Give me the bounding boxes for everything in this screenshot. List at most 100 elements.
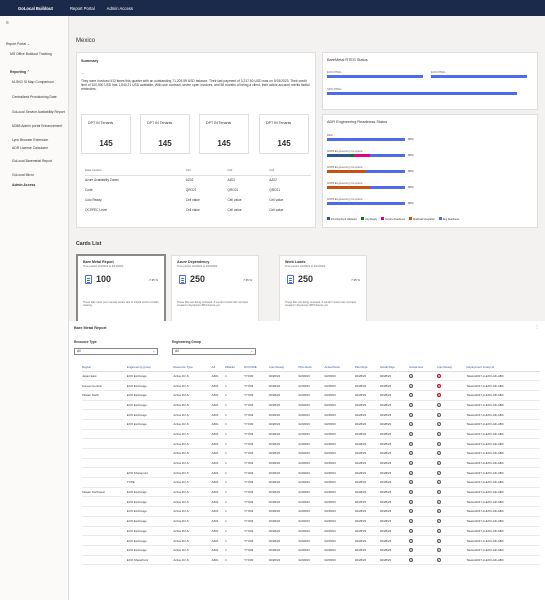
resource-type-select[interactable]: All ⌄ [74, 348, 158, 355]
column-header[interactable]: Engineering group [126, 363, 174, 372]
work-loads-card[interactable]: Work Loads Time period: 2/1/2022 to 3/31… [279, 255, 367, 323]
table-cell: TYO03 [244, 535, 269, 546]
table-cell: 02/28/23 [379, 438, 410, 449]
table-row[interactable]: EXO Exchange Active Dir-S AZ01 1 TYO03 02/28/… [82, 400, 540, 411]
document-icon [179, 275, 186, 284]
table-cell: AZ01 [211, 526, 226, 537]
sidebar-item-buildout-tracking[interactable]: MS Office Buildout Tracking [10, 52, 52, 56]
tenant-card[interactable]: DPT IN Tenants 145 [81, 114, 131, 154]
column-header[interactable]: #Racks [225, 363, 245, 372]
sidebar-item-si-map[interactable]: M-SKD Si Map Comparison [12, 80, 54, 84]
hamburger-icon[interactable]: ≡ [6, 20, 9, 26]
table-cell: Cell value [185, 198, 200, 202]
more-dots-icon[interactable]: ⋮ [535, 324, 539, 329]
sidebar-item-lync[interactable]: Lync Browser Extension [12, 138, 49, 142]
table-cell: 1 [225, 448, 245, 459]
table-cell: 02/28/23 [268, 555, 299, 566]
tenant-card[interactable]: DPT IN Tenants 145 [259, 114, 309, 154]
table-cell: 02/28/23 [379, 448, 410, 459]
table-row[interactable]: Taiwan Northwest EXO Exchange Active Dir-S… [82, 487, 540, 498]
column-header[interactable]: Colo Ready [268, 363, 299, 372]
sidebar-item-reporting[interactable]: Reporting ⌃ [10, 70, 30, 74]
table-row[interactable]: EXO Exchange Active Dir-S AZ01 1 TYO03 02/28/… [82, 545, 540, 556]
sidebar-item-admin-access[interactable]: Admin Access [12, 183, 36, 187]
column-header[interactable]: Deployment Group Id [466, 363, 540, 372]
column-header[interactable]: Plan Rtge [354, 363, 380, 372]
table-row[interactable]: Korean Central EXO Exchange Active Dir-S AZ… [82, 380, 540, 391]
table-cell: OCSPEC Level [85, 208, 107, 212]
table-cell: ✓ [436, 467, 467, 479]
check-status-icon: ✓ [409, 538, 414, 543]
column-header[interactable]: AZ [211, 363, 226, 372]
table-row[interactable]: EXO Exchange Active Dir-S AZ01 1 TYO03 02/28/… [82, 419, 540, 430]
bare-metal-card[interactable]: Bare Metal Report Time period: 2/1/2022 … [77, 255, 165, 323]
check-status-icon: ✓ [436, 490, 441, 495]
table-row[interactable]: EXO Exchange Active Dir-S AZ01 1 TYO03 02/28/… [82, 535, 540, 546]
column-header[interactable]: Plan Deck [298, 363, 325, 372]
table-cell: ✓ [409, 409, 437, 420]
table-row[interactable]: Japan East EXO Exchange Active Dir-S AZ01 1 T… [82, 371, 540, 382]
check-status-icon: ✓ [436, 499, 441, 504]
table-cell: ✓ [409, 400, 437, 411]
column-header[interactable]: Actual Rtge [379, 363, 410, 372]
table-row[interactable]: TOPE Active Dir-S AZ01 1 TYO03 02/28/23 02/28/… [82, 477, 540, 488]
table-cell: Taiwan2017-A-EXO-AD-ABC [466, 448, 540, 459]
table-cell: 02/28/23 [324, 380, 355, 391]
table-row[interactable]: EXO Sharepoint Active Dir-S AZ01 1 TYO03 02/2… [82, 467, 540, 479]
table-cell: EXO SharePoint [126, 555, 174, 566]
table-row[interactable]: EXO Exchange Active Dir-S AZ01 1 TYO03 02/28/… [82, 506, 540, 517]
table-cell: 02/28/23 [354, 429, 380, 440]
table-header: Cell [227, 165, 270, 176]
table-cell: TYO03 [244, 516, 269, 527]
nav-report-portal[interactable]: Report Portal [70, 5, 95, 11]
column-header[interactable]: Region [82, 363, 127, 372]
tenant-card[interactable]: DPT IN Tenants 145 [140, 114, 190, 154]
table-row[interactable]: EXO Exchange Active Dir-S AZ01 1 TYO03 02/28/… [82, 516, 540, 527]
table-row[interactable]: Active Dir-S AZ01 1 TYO03 02/28/23 02/28/23 02… [82, 429, 540, 440]
sidebar-item-provisioning[interactable]: Centralized Provisioning Date [12, 95, 57, 99]
adr-row-percent: 60% [408, 169, 414, 173]
tenant-card[interactable]: DPT IN Tenants 145 [199, 114, 249, 154]
table-row[interactable]: Taiwan North EXO Exchange Active Dir-S AZ01… [82, 390, 540, 401]
app-brand[interactable]: GoLocal Buildout [18, 5, 53, 11]
table-cell: 02/28/23 [298, 380, 325, 391]
card-delta: 7.35 % [351, 278, 360, 282]
column-header[interactable]: Colo Ready [436, 363, 467, 372]
column-header[interactable]: Actual Deck [324, 363, 355, 372]
table-row[interactable]: EXO Exchange Active Dir-S AZ01 1 TYO03 02/28/… [82, 526, 540, 537]
table-cell: 1 [225, 545, 245, 556]
sidebar-item-adr-calculator[interactable]: ADR License Calculator [12, 146, 48, 150]
column-header[interactable]: Actual Hec [409, 363, 437, 372]
table-cell: QRO21 [185, 188, 197, 192]
table-row[interactable]: Active Dir-S AZ01 1 TYO03 02/28/23 02/28/23 02… [82, 448, 540, 459]
column-header[interactable]: Resource Type [173, 363, 212, 372]
table-row[interactable]: EXO SharePoint Active Dir-S AZ01 1 TYO03 02/2… [82, 555, 540, 566]
table-cell: EXO Exchange [126, 419, 174, 430]
table-row[interactable]: EXO Exchange Active Dir-S AZ01 1 TYO03 02/28/… [82, 409, 540, 420]
sidebar-item-golocal-micro[interactable]: GoLocal Micro [12, 173, 34, 177]
sidebar-item-baremetal-report[interactable]: GoLocal Baremetal Report [12, 159, 53, 163]
engineering-group-select[interactable]: All ⌄ [172, 348, 256, 355]
sidebar-item-service-availability[interactable]: GoLocal Service Availability Report [12, 110, 65, 114]
sidebar-item-admin-portal[interactable]: M365 Admin portal Enhancement [12, 124, 63, 128]
nav-admin-access[interactable]: Admin Access [106, 5, 133, 11]
table-cell: 02/28/23 [324, 419, 355, 430]
table-cell: 02/28/23 [379, 409, 410, 420]
legend-item: Workload Integration [408, 217, 435, 221]
table-cell: Taiwan2017-A-EXO-AD-ABC [466, 535, 540, 546]
table-cell: 02/28/23 [298, 535, 325, 546]
table-cell: ✓ [409, 458, 437, 469]
table-cell: 02/28/23 [379, 506, 410, 517]
table-row[interactable]: EXO Exchange Active Dir-S AZ01 1 TYO03 02/28/… [82, 496, 540, 508]
table-cell: AZ01 [211, 438, 226, 449]
column-header[interactable]: DCCODE [244, 363, 269, 372]
table-cell: ✓ [436, 419, 467, 430]
azure-dependency-card[interactable]: Azure Dependency Time period: 2/1/2022 t… [171, 255, 259, 323]
table-cell: 1 [225, 371, 245, 382]
table-row[interactable]: Active Dir-S AZ01 1 TYO03 02/28/23 02/28/23 02… [82, 458, 540, 469]
table-row[interactable]: Active Dir-S AZ01 1 TYO03 02/28/23 02/28/23 02… [82, 438, 540, 449]
table-cell: ✓ [436, 535, 467, 546]
rteg-bar [327, 92, 517, 95]
sidebar-item-report-portal[interactable]: Report Portal ⌄ [6, 42, 30, 46]
table-cell: ⊘ [436, 380, 467, 391]
